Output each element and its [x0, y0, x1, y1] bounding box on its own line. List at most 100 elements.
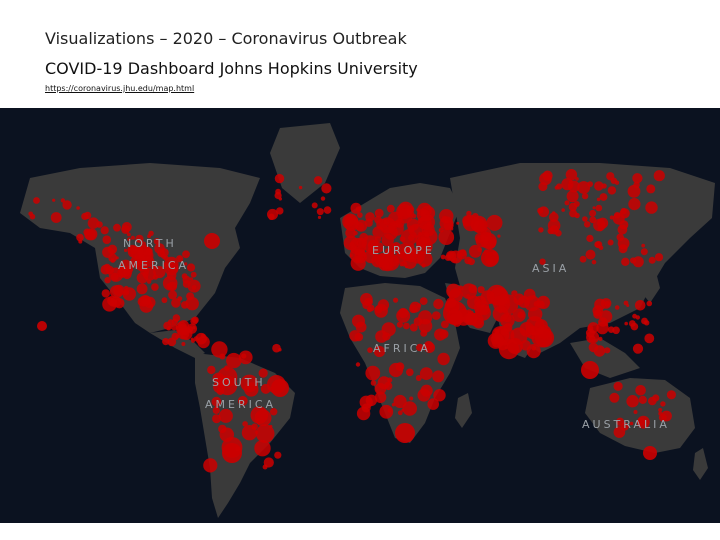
case-marker: [62, 200, 72, 210]
case-marker: [374, 216, 382, 224]
case-marker: [163, 255, 169, 261]
case-marker: [211, 396, 222, 407]
label-south: SOUTH: [212, 376, 266, 389]
case-marker: [587, 181, 593, 187]
case-marker: [374, 391, 387, 403]
case-marker: [215, 375, 228, 387]
case-marker: [354, 332, 364, 342]
case-marker: [168, 290, 178, 300]
case-marker: [126, 232, 131, 237]
case-marker: [438, 229, 455, 245]
case-marker: [614, 180, 620, 185]
case-marker-large: [204, 233, 220, 249]
case-marker: [255, 424, 275, 443]
case-marker: [272, 343, 281, 353]
case-marker: [632, 173, 643, 184]
case-marker: [539, 172, 552, 186]
case-marker: [251, 423, 258, 430]
case-marker: [250, 406, 269, 424]
case-marker: [136, 283, 148, 295]
case-marker: [595, 204, 603, 212]
case-marker: [135, 234, 144, 243]
label-north-america: AMERICA: [118, 259, 189, 272]
case-marker: [274, 451, 282, 459]
case-marker: [140, 241, 147, 248]
case-marker: [561, 178, 574, 191]
case-marker: [604, 300, 611, 307]
case-marker: [542, 342, 545, 346]
case-marker: [635, 385, 646, 396]
case-marker: [396, 321, 403, 328]
case-marker: [629, 421, 634, 426]
case-marker: [343, 235, 359, 251]
case-marker: [409, 323, 418, 332]
case-marker: [186, 292, 195, 301]
case-marker: [353, 218, 359, 224]
case-marker: [364, 297, 373, 307]
case-marker: [661, 410, 672, 422]
case-marker: [520, 340, 531, 351]
case-marker: [568, 202, 578, 212]
source-link[interactable]: https://coronavirus.jhu.edu/map.html: [45, 84, 195, 93]
case-marker: [240, 374, 259, 393]
case-marker: [377, 299, 390, 311]
case-marker: [218, 424, 227, 434]
case-marker: [389, 256, 399, 267]
case-marker: [417, 251, 433, 267]
case-marker: [533, 300, 540, 307]
case-marker: [599, 193, 608, 201]
case-marker: [100, 226, 109, 235]
case-marker: [182, 280, 191, 288]
case-marker: [313, 176, 323, 185]
case-marker: [634, 300, 646, 311]
case-marker-large: [222, 443, 242, 463]
case-marker: [323, 206, 332, 214]
case-marker: [124, 248, 128, 252]
case-marker: [377, 376, 391, 390]
case-marker: [192, 326, 196, 330]
case-marker: [598, 317, 608, 327]
label-south-america: AMERICA: [205, 398, 276, 411]
case-marker: [87, 217, 100, 229]
case-marker: [101, 289, 111, 298]
case-marker: [357, 249, 366, 257]
case-marker: [383, 218, 390, 225]
case-marker: [191, 285, 197, 290]
case-marker: [416, 303, 422, 308]
case-marker: [413, 317, 423, 326]
land-new-zealand: [693, 448, 708, 480]
case-marker: [456, 221, 460, 225]
case-marker-large: [395, 423, 415, 443]
case-marker: [646, 300, 653, 307]
case-marker: [589, 209, 597, 217]
case-marker: [511, 290, 518, 297]
case-marker: [470, 215, 488, 233]
case-marker-large: [443, 301, 467, 325]
case-marker: [585, 328, 595, 338]
case-marker: [83, 211, 92, 220]
case-marker: [468, 284, 478, 294]
case-marker: [415, 375, 422, 381]
case-marker: [241, 353, 247, 359]
case-marker: [593, 345, 606, 357]
case-marker: [538, 227, 544, 233]
case-marker: [666, 390, 677, 400]
case-marker: [582, 216, 588, 222]
case-marker: [195, 332, 207, 345]
case-marker: [226, 352, 242, 369]
case-marker: [403, 322, 410, 330]
case-marker: [123, 269, 127, 274]
case-marker-large: [507, 338, 523, 354]
case-marker: [402, 401, 418, 416]
case-marker: [151, 283, 159, 291]
slide-title: Visualizations – 2020 – Coronavirus Outb…: [45, 29, 407, 48]
case-marker: [110, 258, 116, 263]
case-marker: [613, 426, 626, 438]
case-marker: [218, 408, 233, 423]
land-madagascar: [455, 393, 472, 428]
case-marker: [518, 295, 530, 308]
case-marker: [565, 169, 578, 181]
case-marker: [626, 395, 639, 408]
case-marker: [397, 410, 403, 416]
case-marker: [181, 301, 189, 309]
